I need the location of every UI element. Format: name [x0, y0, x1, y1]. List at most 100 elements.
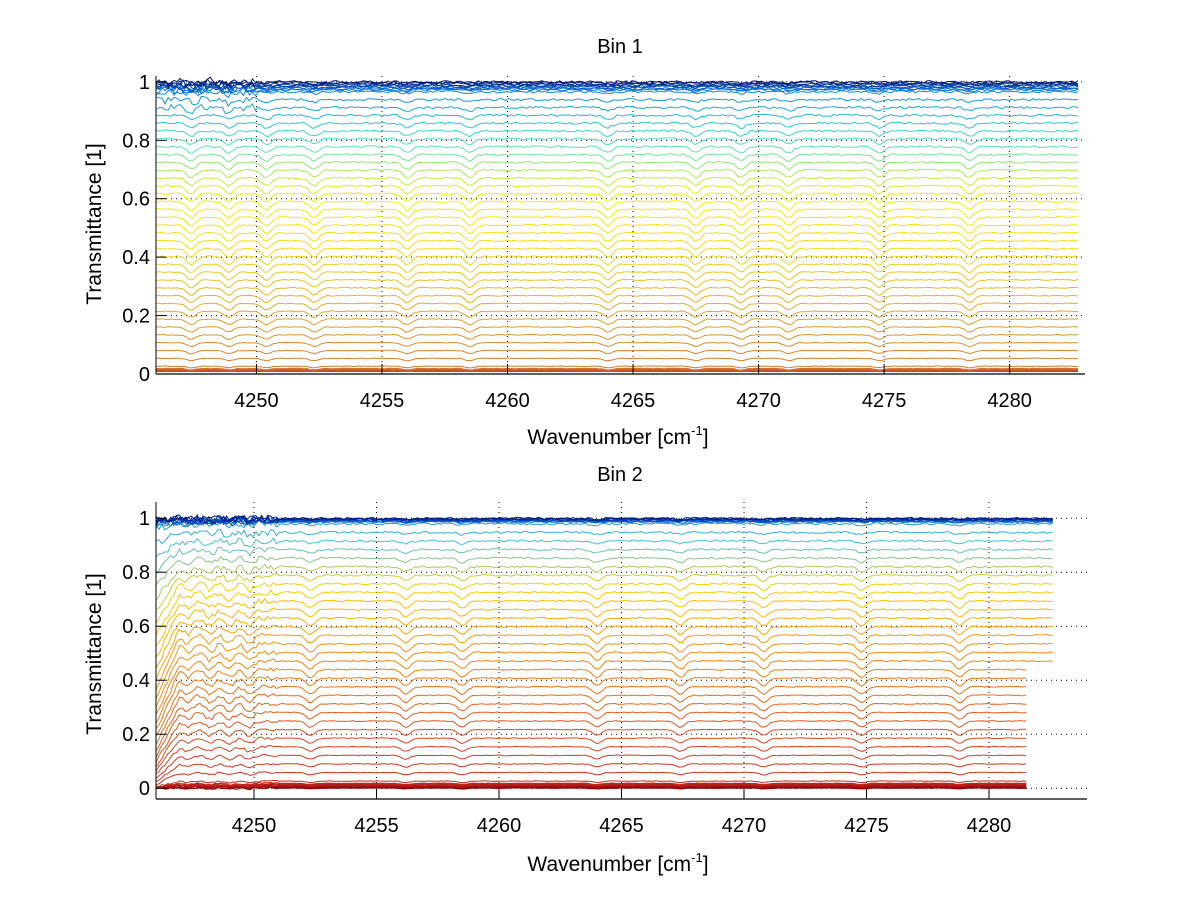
- series-line: [155, 658, 1053, 715]
- series-line: [155, 357, 1079, 362]
- x-ticks: 4250 4255 4260 4265 4270 4275 4280: [234, 364, 1032, 412]
- x-axis-label-exponent: -1: [691, 423, 703, 438]
- series-line: [155, 514, 1053, 523]
- x-axis-label-text: Wavenumber [cm: [527, 426, 691, 449]
- x-tick-label: 4255: [354, 815, 399, 837]
- series-line: [155, 367, 1079, 371]
- series-line: [155, 153, 1079, 163]
- series-line: [155, 783, 1027, 788]
- y-ticks: 0 0.2 0.4 0.6 0.8 1: [122, 508, 166, 800]
- x-tick-label: 4270: [722, 815, 767, 837]
- x-ticks: 4250 4255 4260 4265 4270 4275 4280: [232, 789, 1012, 837]
- series-line: [155, 779, 1027, 788]
- series-line: [155, 278, 1079, 289]
- series-line: [155, 719, 1027, 764]
- series-line: [156, 341, 1079, 348]
- chart-title: Bin 2: [597, 464, 643, 486]
- series-line: [155, 84, 1079, 95]
- series-line: [155, 624, 1053, 681]
- series-line: [155, 781, 1027, 789]
- series-line: [155, 200, 1079, 212]
- y-tick-label: 0.6: [122, 616, 150, 638]
- series-lines: [155, 514, 1053, 791]
- series-line: [155, 208, 1079, 220]
- series-line: [155, 632, 1053, 691]
- series-line: [155, 745, 1027, 775]
- x-tick-label: 4260: [477, 815, 522, 837]
- series-line: [155, 641, 1053, 700]
- series-line: [155, 728, 1027, 767]
- series-line: [155, 615, 1053, 669]
- series-line: [155, 113, 1079, 121]
- series-line: [155, 518, 1053, 527]
- series-line: [155, 160, 1079, 171]
- series-line: [155, 736, 1027, 772]
- series-line: [155, 684, 1027, 737]
- series-line: [155, 326, 1079, 333]
- series-line: [155, 650, 1053, 708]
- series-line: [155, 302, 1079, 312]
- x-tick-label: 4270: [736, 390, 781, 412]
- series-line: [155, 763, 1027, 783]
- x-axis-label-exponent: -1: [691, 850, 703, 865]
- series-line: [155, 247, 1079, 259]
- series-line: [155, 771, 1027, 786]
- series-line: [155, 333, 1079, 341]
- series-line: [155, 215, 1079, 228]
- series-line: [155, 168, 1079, 179]
- y-tick-label: 1: [139, 508, 150, 530]
- series-line: [156, 255, 1079, 266]
- series-line: [155, 555, 1053, 586]
- series-line: [155, 76, 1079, 87]
- y-tick-label: 0: [139, 778, 150, 800]
- series-line: [155, 137, 1079, 147]
- series-line: [155, 537, 1053, 558]
- series-lines: [155, 76, 1079, 372]
- x-tick-label: 4250: [232, 815, 277, 837]
- series-line: [155, 607, 1053, 658]
- x-axis-label: Wavenumber [cm-1]: [527, 423, 708, 449]
- x-tick-label: 4280: [987, 390, 1032, 412]
- grid-lines: [156, 502, 1087, 799]
- series-line: [155, 581, 1053, 624]
- series-line: [155, 702, 1027, 752]
- series-line: [155, 318, 1079, 326]
- x-axis-label-text: Wavenumber [cm: [527, 853, 691, 876]
- series-line: [155, 121, 1079, 130]
- series-line: [155, 310, 1079, 319]
- series-line: [155, 573, 1053, 610]
- axes: [155, 76, 1085, 375]
- x-tick-label: 4275: [844, 815, 889, 837]
- series-line: [155, 129, 1079, 138]
- series-line: [155, 597, 1053, 647]
- y-tick-label: 0.4: [122, 670, 150, 692]
- x-tick-label: 4260: [485, 390, 530, 412]
- y-tick-label: 1: [139, 72, 150, 94]
- series-line: [155, 231, 1079, 243]
- x-tick-label: 4280: [967, 815, 1012, 837]
- series-line: [155, 223, 1079, 235]
- series-line: [155, 84, 1079, 95]
- series-line: [155, 87, 1079, 99]
- chart-title: Bin 1: [597, 36, 643, 58]
- y-tick-label: 0.8: [122, 130, 150, 152]
- series-line: [155, 294, 1079, 304]
- subplot-bin-2: Bin 2 4250 4255 4260 4265 4270 4275 4280 0 0.2 0…: [83, 464, 1087, 876]
- x-tick-label: 4275: [862, 390, 907, 412]
- series-line: [155, 520, 1053, 531]
- series-line: [155, 528, 1053, 544]
- y-axis-label: Transmittance [1]: [83, 143, 106, 304]
- y-tick-label: 0.2: [122, 306, 150, 328]
- series-line: [155, 263, 1079, 274]
- series-line: [155, 675, 1027, 730]
- x-tick-label: 4265: [599, 815, 644, 837]
- series-line: [155, 176, 1079, 187]
- x-tick-label: 4255: [360, 390, 405, 412]
- series-line: [155, 365, 1079, 369]
- series-line: [155, 692, 1027, 745]
- y-tick-label: 0.2: [122, 724, 150, 746]
- x-axis-label: Wavenumber [cm-1]: [527, 850, 708, 876]
- series-line: [155, 667, 1027, 724]
- axes: [155, 502, 1087, 800]
